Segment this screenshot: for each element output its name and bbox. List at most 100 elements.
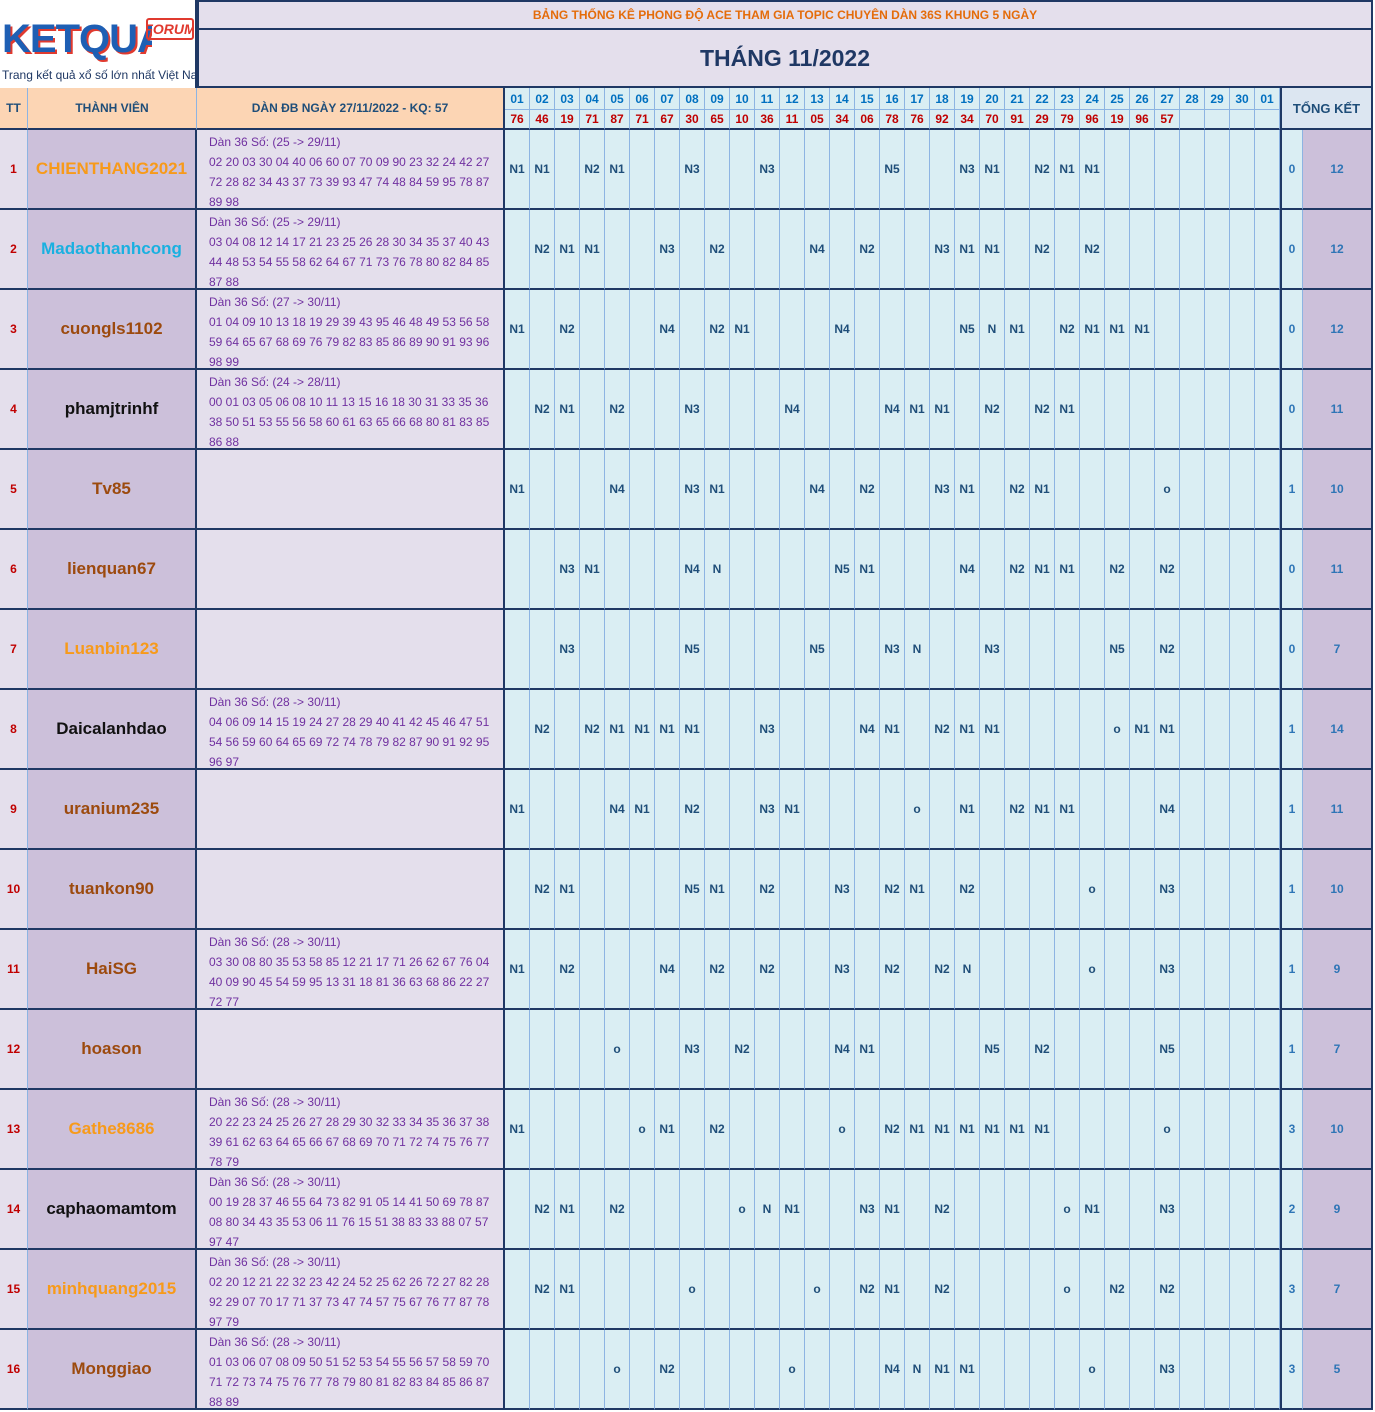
mark: N1: [555, 210, 580, 290]
day-cell: [555, 450, 580, 530]
mark: N4: [780, 370, 805, 450]
mark: N2: [980, 370, 1005, 450]
day-cell: [1255, 370, 1280, 450]
mark: N5: [830, 530, 855, 610]
day-label: 10: [730, 88, 755, 110]
day-result: [1255, 110, 1280, 130]
mark: o: [730, 1170, 755, 1250]
day-cell: [1230, 1170, 1255, 1250]
mark: N1: [605, 690, 630, 770]
mark: N2: [880, 930, 905, 1010]
day-cell: [655, 1250, 680, 1330]
mark: N3: [680, 130, 705, 210]
summary-total: 9: [1303, 930, 1373, 1010]
day-cell: [705, 770, 730, 850]
day-cell: [530, 290, 555, 370]
day-result: 06: [855, 110, 880, 130]
day-cell: [1030, 690, 1055, 770]
mark: o: [605, 1330, 630, 1410]
dan-line: Dàn 36 Số: (27 -> 30/11): [209, 295, 341, 309]
dan-line: 00 19 28 37 46 55 64 73 82 91 05 14 41 5…: [209, 1195, 490, 1209]
summary-miss: 3: [1280, 1330, 1303, 1410]
day-cell: [1205, 930, 1230, 1010]
day-cell: [555, 770, 580, 850]
day-cell: [1205, 1330, 1230, 1410]
mark: N1: [1005, 1090, 1030, 1170]
member-name: Madaothanhcong: [28, 210, 197, 290]
dan-line: Dàn 36 Số: (28 -> 30/11): [209, 1255, 341, 1269]
title: BẢNG THỐNG KÊ PHONG ĐỘ ACE THAM GIA TOPI…: [197, 0, 1373, 30]
day-cell: [1005, 850, 1030, 930]
day-cell: [905, 1170, 930, 1250]
day-cell: [905, 1010, 930, 1090]
day-cell: [1205, 1170, 1230, 1250]
day-cell: [755, 1010, 780, 1090]
row-number: 14: [0, 1170, 28, 1250]
dan-cell: [197, 130, 505, 210]
day-cell: [1130, 850, 1155, 930]
mark: N1: [1055, 370, 1080, 450]
day-cell: [580, 290, 605, 370]
day-cell: [755, 370, 780, 450]
member-name: CHIENTHANG2021: [28, 130, 197, 210]
day-cell: [630, 130, 655, 210]
mark: N3: [680, 450, 705, 530]
mark: N1: [980, 1090, 1005, 1170]
day-cell: [1155, 130, 1180, 210]
row-number: 7: [0, 610, 28, 690]
day-cell: [1055, 850, 1080, 930]
mark: N1: [880, 1250, 905, 1330]
dan-line: 72 77: [209, 995, 240, 1009]
dan-line: Dàn 36 Số: (28 -> 30/11): [209, 1175, 341, 1189]
dan-line: 97 79: [209, 1315, 240, 1329]
day-cell: [1055, 210, 1080, 290]
day-cell: [980, 930, 1005, 1010]
mark: N1: [1030, 530, 1055, 610]
day-cell: [1180, 1090, 1205, 1170]
logo-forum: FORUM: [146, 18, 194, 40]
day-cell: [1205, 450, 1230, 530]
logo-brand: KETQUA2: [2, 16, 152, 61]
day-cell: [1080, 1010, 1105, 1090]
mark: N2: [580, 130, 605, 210]
mark: N1: [505, 930, 530, 1010]
mark: N1: [930, 1090, 955, 1170]
day-cell: [1255, 690, 1280, 770]
dan-line: 59 64 65 67 68 69 76 79 82 83 85 86 89 9…: [209, 335, 490, 349]
dan-line: Dàn 36 Số: (28 -> 30/11): [209, 695, 341, 709]
dan-line: 72 28 82 34 43 37 73 39 93 47 74 48 84 5…: [209, 175, 490, 189]
dan-line: 96 97: [209, 755, 240, 769]
day-cell: [505, 610, 530, 690]
day-cell: [780, 690, 805, 770]
member-name: caphaomamtom: [28, 1170, 197, 1250]
day-cell: [1230, 530, 1255, 610]
day-cell: [1130, 1010, 1155, 1090]
mark: N5: [680, 610, 705, 690]
summary-miss: 0: [1280, 130, 1303, 210]
dan-line: 39 61 62 63 64 65 66 67 68 69 70 71 72 7…: [209, 1135, 490, 1149]
day-label: 08: [680, 88, 705, 110]
day-cell: [1155, 290, 1180, 370]
day-cell: [1005, 210, 1030, 290]
dan-line: 78 79: [209, 1155, 240, 1169]
day-cell: [1005, 1330, 1030, 1410]
day-cell: [605, 610, 630, 690]
day-label: 23: [1055, 88, 1080, 110]
day-cell: [980, 850, 1005, 930]
mark: N1: [1030, 450, 1055, 530]
mark: N2: [530, 690, 555, 770]
summary-total: 10: [1303, 450, 1373, 530]
day-result: 19: [1105, 110, 1130, 130]
mark: o: [1080, 930, 1105, 1010]
day-result: 79: [1055, 110, 1080, 130]
mark: N2: [1030, 210, 1055, 290]
day-cell: [980, 530, 1005, 610]
day-cell: [580, 1090, 605, 1170]
mark: N1: [1055, 770, 1080, 850]
dan-cell: [197, 770, 505, 850]
day-label: 15: [855, 88, 880, 110]
mark: o: [1080, 1330, 1105, 1410]
dan-line: 38 50 51 53 55 56 58 60 61 63 65 66 68 8…: [209, 415, 490, 429]
mark: N4: [830, 1010, 855, 1090]
